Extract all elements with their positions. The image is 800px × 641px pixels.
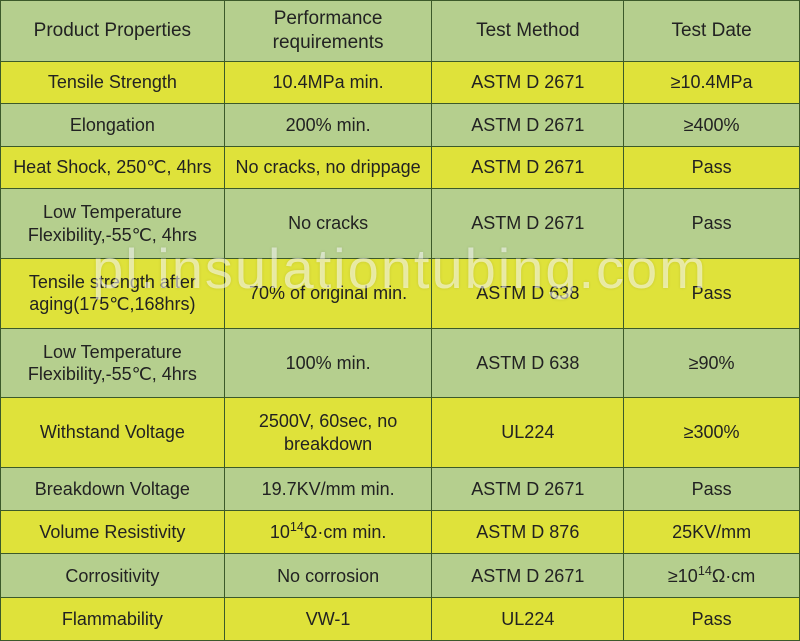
table-cell: Corrositivity <box>1 554 225 598</box>
table-row: Elongation200% min.ASTM D 2671≥400% <box>1 104 800 147</box>
table-cell: ≥400% <box>624 104 800 147</box>
header-row: Product Properties Performance requireme… <box>1 1 800 62</box>
table-cell: Pass <box>624 598 800 641</box>
table-body: Tensile Strength10.4MPa min.ASTM D 2671≥… <box>1 61 800 641</box>
table-row: Low Temperature Flexibility,-55℃, 4hrs10… <box>1 328 800 398</box>
table-cell: No cracks, no drippage <box>224 146 432 189</box>
table-row: FlammabilityVW-1UL224Pass <box>1 598 800 641</box>
table-cell: Pass <box>624 259 800 329</box>
table-cell: ≥10.4MPa <box>624 61 800 104</box>
table-cell: 70% of original min. <box>224 259 432 329</box>
header-cell-requirements: Performance requirements <box>224 1 432 62</box>
table-cell: Low Temperature Flexibility,-55℃, 4hrs <box>1 328 225 398</box>
table-cell: ASTM D 2671 <box>432 189 624 259</box>
table-cell: UL224 <box>432 398 624 468</box>
table-cell: Heat Shock, 250℃, 4hrs <box>1 146 225 189</box>
table-cell: No cracks <box>224 189 432 259</box>
table-cell: ASTM D 2671 <box>432 61 624 104</box>
table-cell: Low Temperature Flexibility,-55℃, 4hrs <box>1 189 225 259</box>
table-cell: ASTM D 876 <box>432 510 624 554</box>
table-cell: 200% min. <box>224 104 432 147</box>
table-cell: Breakdown Voltage <box>1 468 225 511</box>
table-cell: Pass <box>624 189 800 259</box>
table-cell: 2500V, 60sec, no breakdown <box>224 398 432 468</box>
table-cell: Withstand Voltage <box>1 398 225 468</box>
table-cell: No corrosion <box>224 554 432 598</box>
table-cell: ≥1014Ω·cm <box>624 554 800 598</box>
table-cell: Volume Resistivity <box>1 510 225 554</box>
table-cell: VW-1 <box>224 598 432 641</box>
header-cell-properties: Product Properties <box>1 1 225 62</box>
table-cell: UL224 <box>432 598 624 641</box>
table-cell: ASTM D 638 <box>432 259 624 329</box>
table-cell: ≥90% <box>624 328 800 398</box>
table-cell: ASTM D 2671 <box>432 146 624 189</box>
table-row: Tensile strength after aging(175℃,168hrs… <box>1 259 800 329</box>
table-cell: ASTM D 2671 <box>432 104 624 147</box>
table-cell: 10.4MPa min. <box>224 61 432 104</box>
table-cell: 19.7KV/mm min. <box>224 468 432 511</box>
table-row: Breakdown Voltage19.7KV/mm min.ASTM D 26… <box>1 468 800 511</box>
table-cell: Tensile strength after aging(175℃,168hrs… <box>1 259 225 329</box>
table-row: CorrositivityNo corrosionASTM D 2671≥101… <box>1 554 800 598</box>
table-row: Tensile Strength10.4MPa min.ASTM D 2671≥… <box>1 61 800 104</box>
table-cell: ASTM D 2671 <box>432 554 624 598</box>
table-cell: 1014Ω·cm min. <box>224 510 432 554</box>
table-row: Volume Resistivity1014Ω·cm min.ASTM D 87… <box>1 510 800 554</box>
table-head: Product Properties Performance requireme… <box>1 1 800 62</box>
table-row: Withstand Voltage2500V, 60sec, no breakd… <box>1 398 800 468</box>
table-cell: Elongation <box>1 104 225 147</box>
table-cell: 100% min. <box>224 328 432 398</box>
table-cell: Tensile Strength <box>1 61 225 104</box>
properties-table-container: Product Properties Performance requireme… <box>0 0 800 641</box>
table-cell: Pass <box>624 146 800 189</box>
table-cell: Flammability <box>1 598 225 641</box>
header-cell-method: Test Method <box>432 1 624 62</box>
table-cell: Pass <box>624 468 800 511</box>
table-cell: ASTM D 638 <box>432 328 624 398</box>
table-cell: 25KV/mm <box>624 510 800 554</box>
table-row: Low Temperature Flexibility,-55℃, 4hrsNo… <box>1 189 800 259</box>
table-row: Heat Shock, 250℃, 4hrsNo cracks, no drip… <box>1 146 800 189</box>
table-cell: ASTM D 2671 <box>432 468 624 511</box>
properties-table: Product Properties Performance requireme… <box>0 0 800 641</box>
table-cell: ≥300% <box>624 398 800 468</box>
header-cell-date: Test Date <box>624 1 800 62</box>
